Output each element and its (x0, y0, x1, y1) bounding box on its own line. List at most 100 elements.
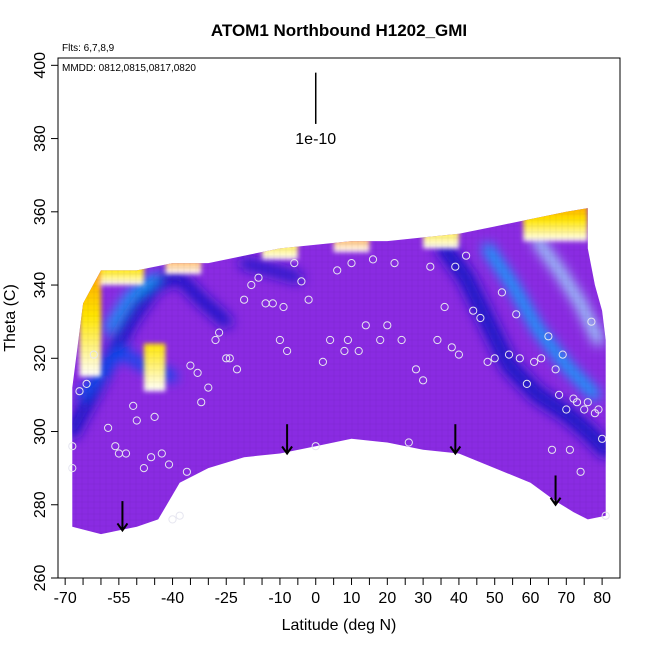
y-tick-label: 300 (32, 418, 49, 445)
observation-points (68, 251, 610, 524)
field-ridge-6 (532, 236, 604, 345)
observation-point (440, 302, 449, 312)
observation-point (318, 357, 327, 366)
y-axis-label: Theta (C) (2, 284, 19, 352)
field-ridge-4 (436, 240, 606, 458)
x-tick-label: -55 (107, 590, 130, 607)
observation-point (447, 343, 456, 352)
observation-point (397, 335, 406, 345)
chart-title: ATOM1 Northbound H1202_GMI (211, 21, 467, 40)
observation-point (129, 401, 138, 410)
observation-point (175, 511, 184, 520)
field-ridge-0 (72, 270, 180, 439)
observation-point (333, 266, 342, 275)
top-band-4 (423, 208, 459, 249)
observation-point (580, 405, 589, 414)
observation-point (326, 335, 335, 345)
observation-point (111, 442, 120, 451)
observation-point (587, 317, 596, 326)
observation-point (222, 354, 231, 363)
observation-point (75, 387, 84, 396)
observation-point (247, 280, 256, 290)
x-tick-label: 20 (378, 590, 396, 607)
arrow-markers (116, 424, 562, 533)
observation-point (547, 445, 557, 454)
y-tick-label: 260 (32, 565, 49, 592)
observation-point (404, 438, 413, 447)
arrow-marker (449, 424, 462, 456)
x-tick-label: 70 (557, 590, 575, 607)
observation-point (601, 511, 610, 520)
observation-point (419, 376, 428, 385)
x-axis: -70 -55 -40 -25 -10 0 10 20 30 40 50 60 70 80 (54, 578, 611, 607)
observation-point (583, 398, 592, 407)
observation-point (537, 354, 546, 363)
x-axis-label: Latitude (deg N) (282, 617, 397, 634)
scale-bar-label: 1e-10 (295, 131, 336, 148)
field-ridge-7 (239, 258, 303, 283)
observation-point (347, 259, 356, 268)
observation-point (411, 365, 421, 374)
observation-point (512, 310, 521, 319)
observation-point (426, 262, 435, 271)
observation-point (562, 405, 571, 414)
observation-point (476, 313, 485, 323)
arrow-marker (281, 424, 293, 456)
x-tick-label: -25 (215, 590, 238, 607)
observation-point (139, 464, 148, 473)
observation-point (147, 453, 156, 462)
observation-point (82, 379, 91, 388)
observation-point (558, 350, 567, 359)
observation-point (275, 335, 284, 345)
observation-point (193, 368, 202, 377)
plot-frame (57, 57, 621, 579)
observation-point (68, 464, 77, 473)
observation-point (515, 354, 524, 363)
observation-point (225, 354, 234, 363)
observation-point (530, 357, 539, 366)
observation-point (451, 262, 460, 271)
observation-point (132, 416, 141, 425)
observation-point (68, 442, 77, 451)
observation-point (390, 259, 399, 268)
observation-point (254, 273, 263, 282)
plot-area (72, 208, 606, 535)
observation-point (469, 306, 478, 315)
y-tick-label: 380 (32, 125, 49, 152)
observation-point (504, 350, 514, 359)
observation-point (121, 449, 131, 458)
observation-point (368, 255, 378, 264)
observation-point (594, 405, 603, 414)
observation-point (544, 332, 553, 341)
observation-point (361, 321, 370, 330)
observation-point (340, 346, 349, 356)
inset-band-0 (143, 343, 166, 392)
observation-point (343, 335, 352, 345)
y-tick-label: 360 (32, 198, 49, 225)
y-tick-label: 280 (32, 491, 49, 518)
top-band-0 (100, 237, 144, 286)
observation-point (268, 299, 277, 308)
observation-point (354, 346, 363, 356)
observation-point (522, 379, 532, 388)
x-tick-label: -10 (268, 590, 291, 607)
observation-point (462, 251, 471, 260)
scale-bar: 1e-10 (295, 72, 336, 148)
observation-point (279, 302, 288, 312)
observation-point (211, 335, 220, 345)
observation-point (376, 335, 385, 345)
field-ridge-2 (104, 273, 159, 333)
y-axis: 260 280 300 320 340 360 380 400 (32, 52, 58, 591)
observation-point (565, 445, 575, 454)
x-tick-label: 30 (414, 590, 432, 607)
observation-point (490, 354, 499, 363)
observation-point (150, 412, 159, 421)
observation-point (186, 361, 195, 370)
dates-note: MMDD: 0812,0815,0817,0820 (62, 63, 196, 74)
observation-point (383, 321, 392, 330)
observation-point (232, 365, 242, 374)
observation-point (572, 398, 582, 407)
observation-point (164, 460, 174, 469)
observation-point (497, 288, 506, 297)
